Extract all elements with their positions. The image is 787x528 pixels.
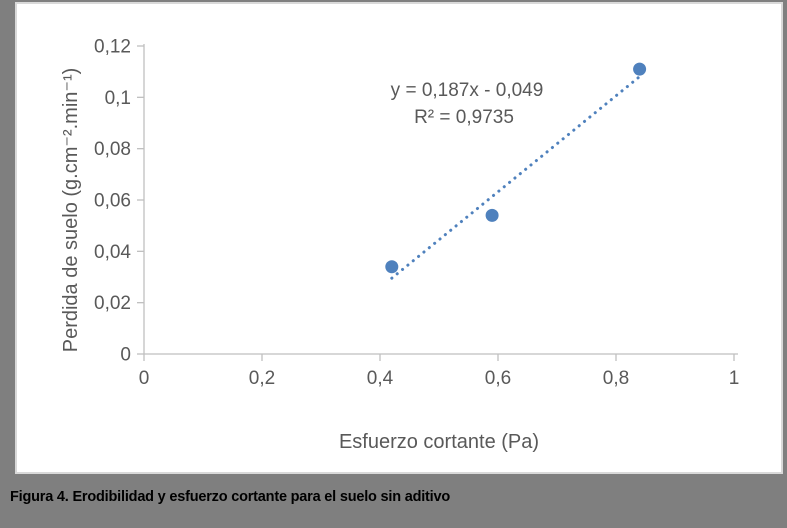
data-point — [385, 260, 399, 274]
y-tick-label: 0,04 — [94, 242, 131, 263]
chart-canvas: 0 0,2 0,4 0,6 0,8 1 0 0,02 0,04 0,06 0,08 0,1 0,12 Es… — [60, 37, 740, 454]
x-tick-label: 0,8 — [603, 368, 629, 389]
x-tick-label: 0,4 — [367, 368, 394, 389]
data-point — [485, 208, 499, 222]
x-axis-title: Esfuerzo cortante (Pa) — [339, 431, 539, 453]
y-tick-label: 0,08 — [94, 139, 131, 160]
y-tick-label: 0,06 — [94, 191, 131, 212]
data-point — [633, 62, 647, 76]
x-tick-label: 1 — [729, 368, 740, 389]
y-axis-title: Perdida de suelo (g.cm⁻².min⁻¹) — [60, 68, 82, 353]
figure-caption: Figura 4. Erodibilidad y esfuerzo cortan… — [10, 489, 451, 505]
y-tick-label: 0 — [120, 345, 131, 366]
y-tick-label: 0,12 — [94, 37, 131, 58]
x-tick-label: 0 — [139, 368, 150, 389]
x-tick-label: 0,6 — [485, 368, 511, 389]
chart-area: 0 0,2 0,4 0,6 0,8 1 0 0,02 0,04 0,06 0,08 0,1 0,12 Es… — [15, 2, 783, 474]
x-tick-label: 0,2 — [249, 368, 275, 389]
y-tick-label: 0,02 — [94, 293, 131, 314]
y-tick-label: 0,1 — [105, 88, 131, 109]
trendline-r2-label: R² = 0,9735 — [414, 107, 514, 128]
trendline-equation-label: y = 0,187x - 0,049 — [391, 80, 544, 101]
trendline — [390, 75, 642, 280]
